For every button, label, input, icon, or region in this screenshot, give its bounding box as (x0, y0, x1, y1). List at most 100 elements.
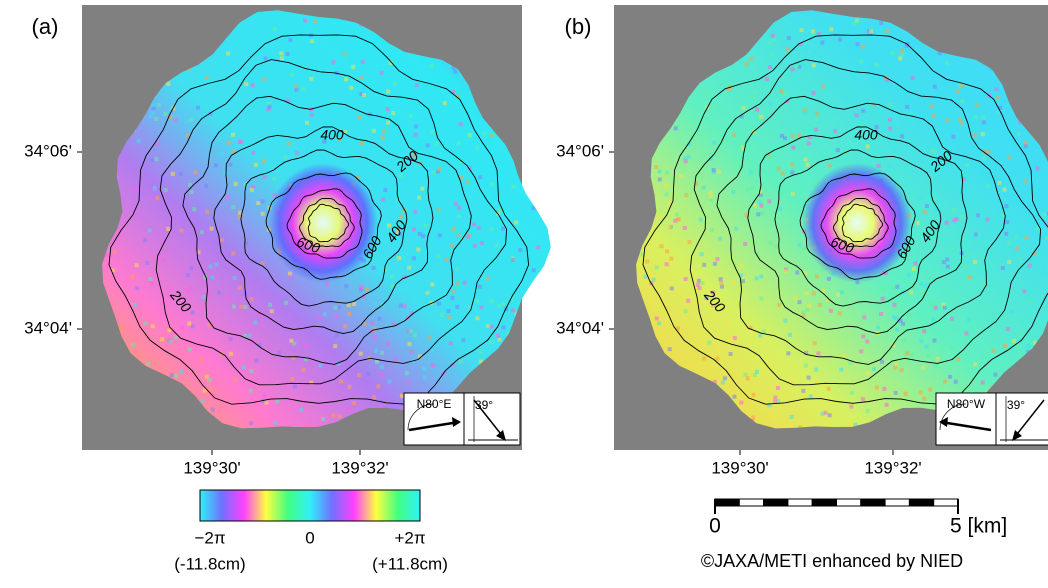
speckle-pixel (504, 307, 509, 312)
speckle-pixel (132, 188, 137, 193)
crater-fringe (802, 163, 912, 283)
speckle-pixel (937, 61, 942, 66)
speckle-pixel (286, 141, 291, 146)
speckle-pixel (951, 134, 956, 139)
speckle-pixel (279, 56, 284, 61)
speckle-pixel (359, 92, 364, 97)
speckle-pixel (1006, 240, 1011, 245)
speckle-pixel (855, 42, 860, 47)
speckle-pixel (993, 372, 998, 377)
speckle-pixel (378, 405, 383, 410)
speckle-pixel (529, 174, 534, 179)
speckle-pixel (933, 305, 938, 310)
speckle-pixel (802, 270, 807, 275)
speckle-pixel (531, 206, 536, 211)
speckle-pixel (848, 360, 853, 365)
speckle-pixel (891, 343, 896, 348)
speckle-pixel (754, 369, 759, 374)
speckle-pixel (364, 288, 369, 293)
speckle-pixel (797, 133, 802, 138)
speckle-pixel (814, 117, 819, 122)
speckle-pixel (535, 33, 540, 38)
speckle-pixel (835, 148, 840, 153)
speckle-pixel (146, 361, 151, 366)
speckle-pixel (530, 358, 535, 363)
speckle-pixel (981, 282, 986, 287)
speckle-pixel (811, 291, 816, 296)
speckle-pixel (456, 94, 461, 99)
speckle-pixel (715, 257, 720, 262)
speckle-pixel (359, 287, 364, 292)
speckle-pixel (811, 90, 816, 95)
speckle-pixel (260, 260, 265, 265)
speckle-pixel (336, 305, 341, 310)
speckle-pixel (250, 185, 255, 190)
speckle-pixel (981, 156, 986, 161)
speckle-pixel (767, 403, 772, 408)
speckle-pixel (104, 253, 109, 258)
speckle-pixel (900, 52, 905, 57)
speckle-pixel (199, 230, 204, 235)
speckle-pixel (249, 421, 254, 426)
speckle-pixel (998, 105, 1003, 110)
speckle-pixel (232, 276, 237, 281)
speckle-pixel (262, 393, 267, 398)
speckle-pixel (380, 197, 385, 202)
speckle-pixel (248, 388, 253, 393)
speckle-pixel (801, 388, 806, 393)
speckle-pixel (942, 305, 947, 310)
speckle-pixel (894, 316, 899, 321)
speckle-pixel (986, 149, 991, 154)
speckle-pixel (166, 81, 171, 86)
speckle-pixel (309, 380, 314, 385)
speckle-pixel (411, 154, 416, 159)
speckle-pixel (373, 301, 378, 306)
speckle-pixel (168, 339, 173, 344)
speckle-pixel (185, 119, 190, 124)
speckle-pixel (1035, 166, 1040, 171)
speckle-pixel (440, 313, 445, 318)
speckle-pixel (260, 211, 265, 216)
speckle-pixel (479, 305, 484, 310)
speckle-pixel (972, 133, 977, 138)
speckle-pixel (744, 213, 749, 218)
speckle-pixel (357, 373, 362, 378)
speckle-pixel (457, 205, 462, 210)
scale-segment (933, 498, 959, 507)
speckle-pixel (292, 341, 297, 346)
speckle-pixel (717, 236, 722, 241)
speckle-pixel (489, 133, 494, 138)
speckle-pixel (787, 421, 792, 426)
speckle-pixel (900, 134, 905, 139)
speckle-pixel (207, 378, 212, 383)
speckle-pixel (257, 343, 262, 348)
speckle-pixel (408, 114, 413, 119)
speckle-pixel (343, 84, 348, 89)
speckle-pixel (437, 233, 442, 238)
speckle-pixel (404, 371, 409, 376)
speckle-pixel (870, 102, 875, 107)
speckle-pixel (399, 393, 404, 398)
speckle-pixel (416, 247, 421, 252)
speckle-pixel (783, 318, 788, 323)
speckle-pixel (304, 120, 309, 125)
contour-line (299, 198, 355, 248)
speckle-pixel (406, 380, 411, 385)
speckle-pixel (379, 364, 384, 369)
speckle-pixel (481, 203, 486, 208)
speckle-pixel (712, 261, 717, 266)
speckle-pixel (964, 331, 969, 336)
speckle-pixel (899, 368, 904, 373)
speckle-pixel (720, 380, 725, 385)
speckle-pixel (920, 290, 925, 295)
speckle-pixel (739, 273, 744, 278)
speckle-pixel (472, 243, 477, 248)
speckle-pixel (458, 73, 463, 78)
speckle-pixel (339, 379, 344, 384)
contour-line (747, 126, 968, 335)
speckle-pixel (178, 171, 183, 176)
speckle-pixel (409, 311, 414, 316)
speckle-pixel (161, 258, 166, 263)
speckle-pixel (657, 169, 662, 174)
speckle-pixel (358, 351, 363, 356)
